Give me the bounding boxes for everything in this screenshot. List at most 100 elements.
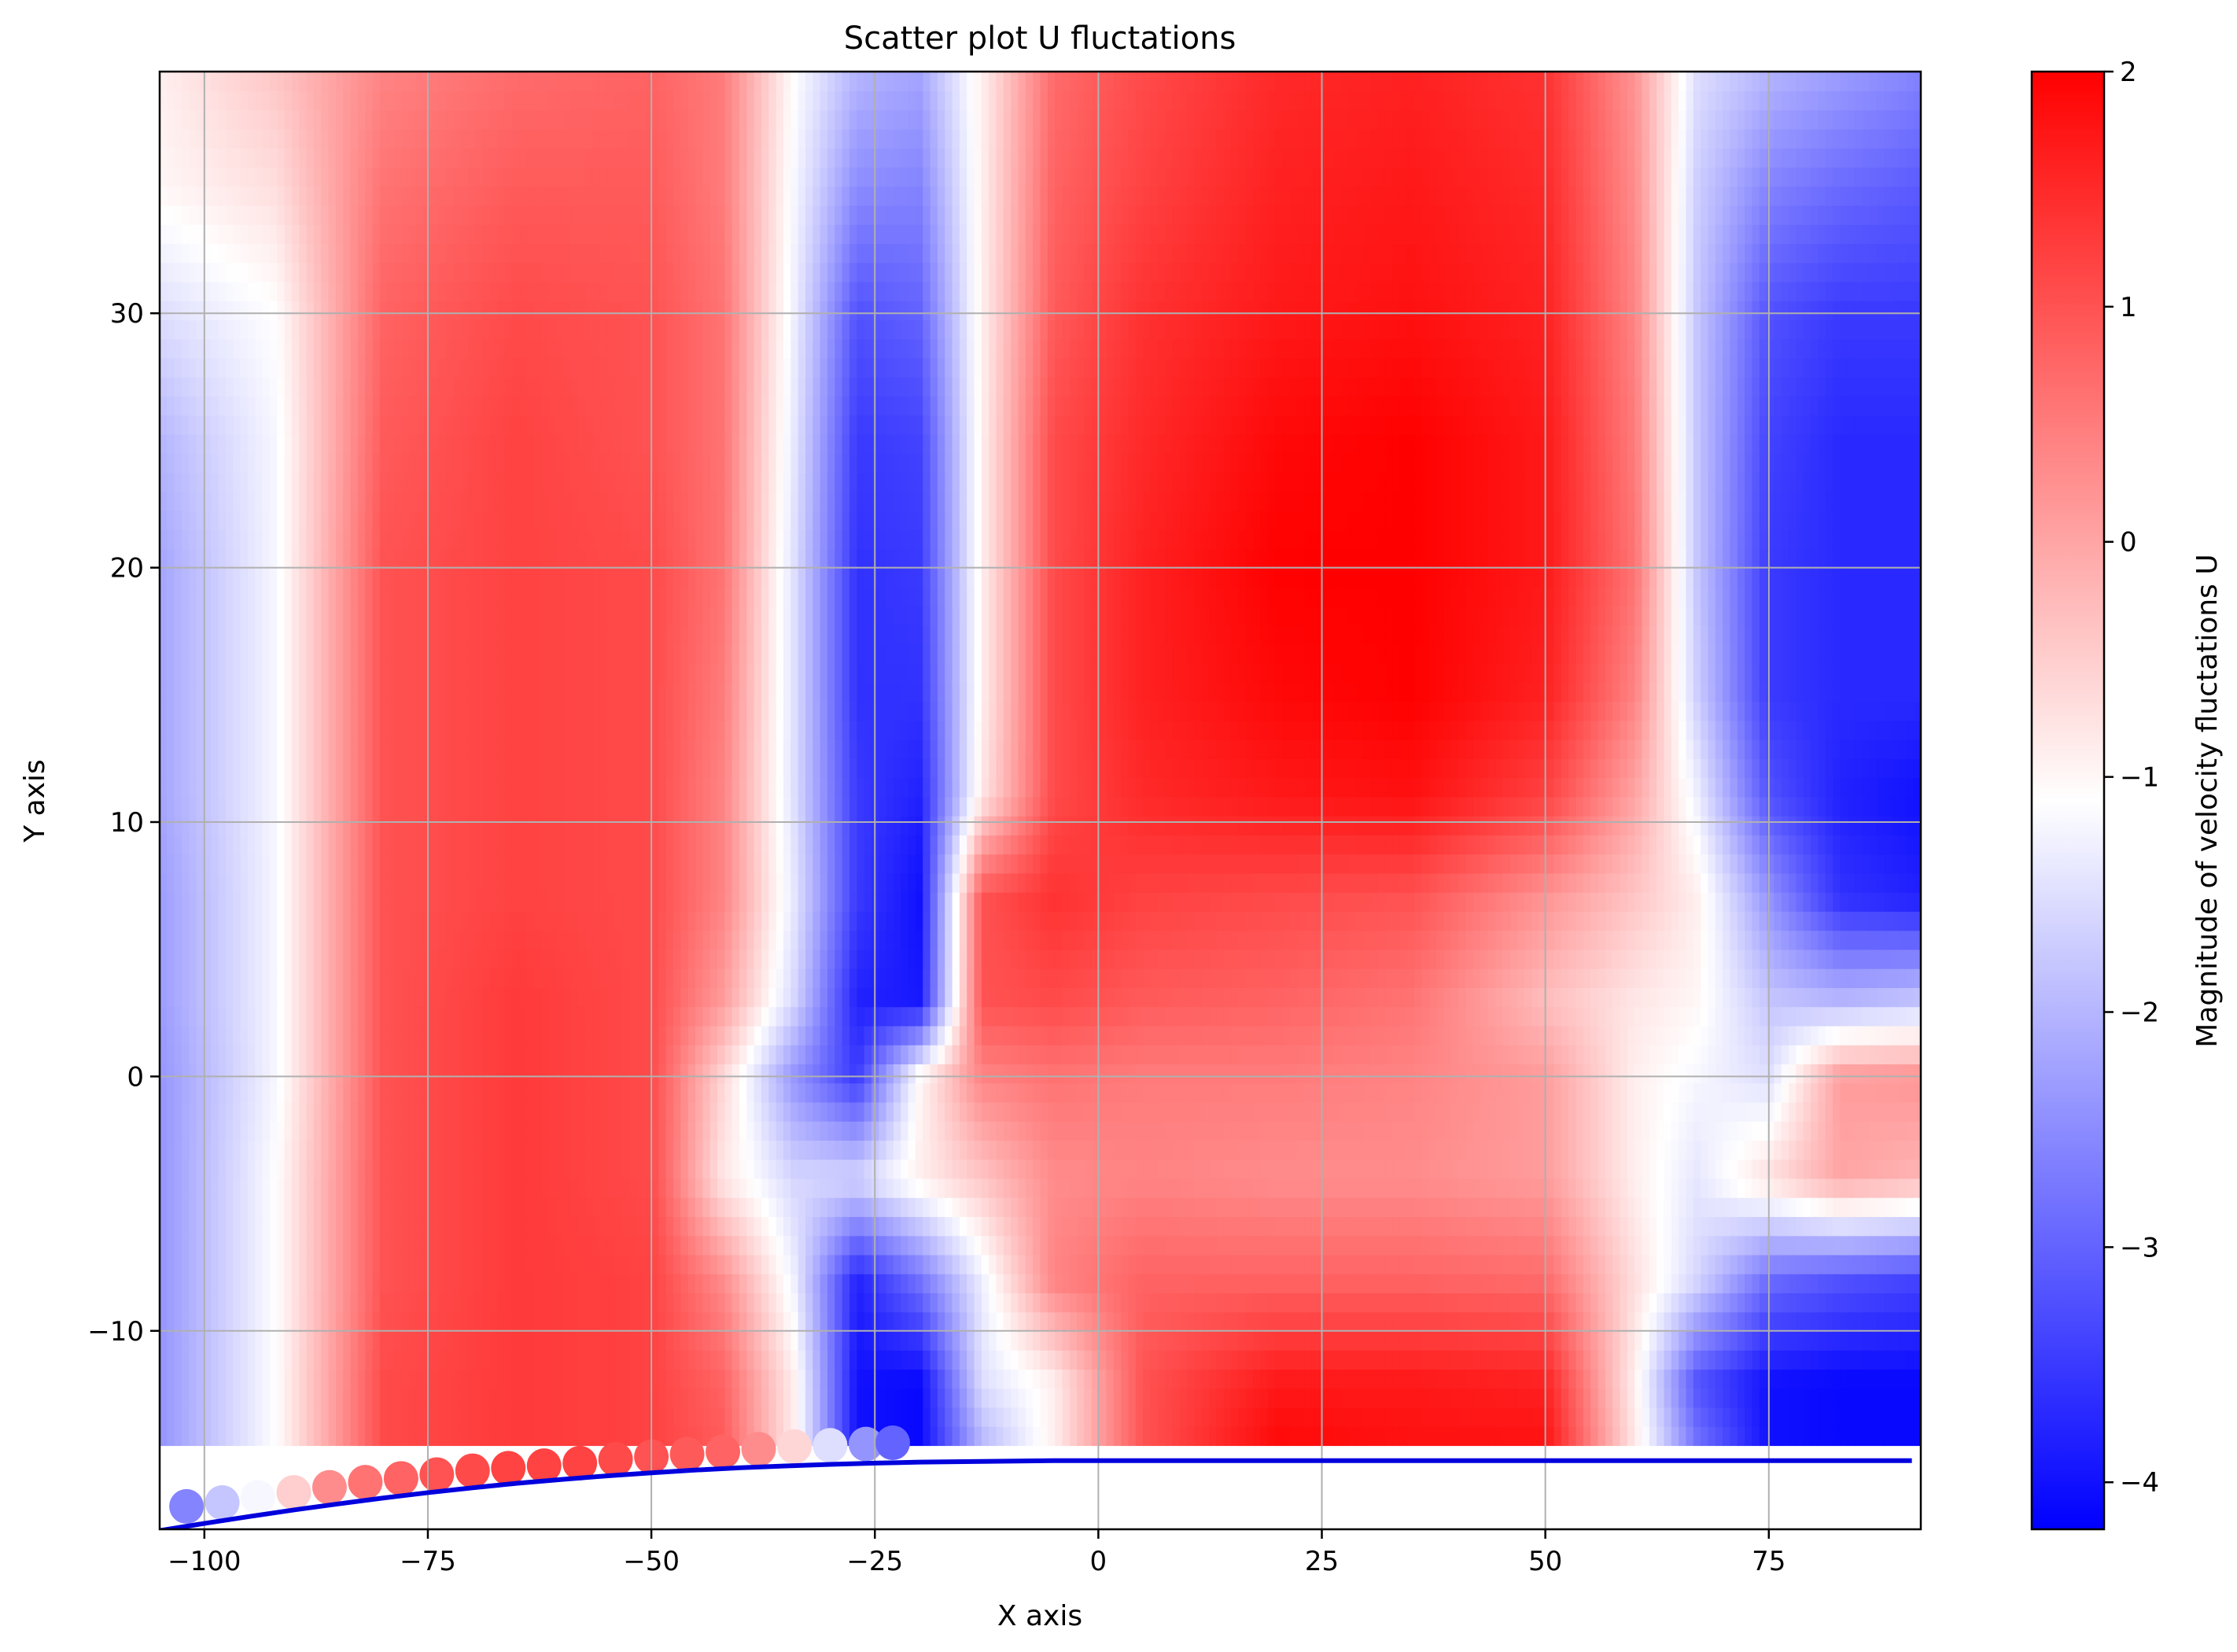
heatmap-cell <box>167 1407 175 1427</box>
heatmap-cell <box>1759 1197 1767 1218</box>
heatmap-cell <box>981 1216 990 1237</box>
heatmap-cell <box>1884 1178 1892 1198</box>
heatmap-cell <box>1487 1274 1496 1294</box>
heatmap-cell <box>570 1120 579 1141</box>
heatmap-cell <box>1253 1120 1262 1141</box>
heatmap-cell <box>453 1082 462 1103</box>
heatmap-cell <box>1421 1311 1430 1332</box>
heatmap-cell <box>1575 1044 1584 1064</box>
heatmap-cell <box>1862 1407 1870 1427</box>
heatmap-cell <box>218 1101 227 1122</box>
heatmap-cell <box>372 1044 381 1064</box>
heatmap-cell <box>967 1082 975 1103</box>
heatmap-cell <box>203 1044 212 1064</box>
heatmap-cell <box>1465 1350 1474 1370</box>
heatmap-cell <box>482 1388 491 1408</box>
heatmap-cell <box>680 1254 689 1274</box>
heatmap-cell <box>1708 1330 1716 1351</box>
heatmap-cell <box>1450 1254 1460 1274</box>
heatmap-cell <box>1003 1140 1012 1160</box>
heatmap-cell <box>680 1330 689 1351</box>
heatmap-cell <box>1458 1292 1467 1313</box>
heatmap-cell <box>1121 1197 1130 1218</box>
heatmap-cell <box>1487 1101 1496 1122</box>
heatmap-cell <box>1406 1235 1416 1256</box>
heatmap-cell <box>1209 1101 1218 1122</box>
heatmap-cell <box>1568 1330 1577 1351</box>
heatmap-cell <box>1370 1350 1379 1370</box>
heatmap-cell <box>1767 1120 1775 1141</box>
heatmap-cell <box>1011 1235 1019 1256</box>
heatmap-cell <box>820 1311 828 1332</box>
heatmap-cell <box>1869 1426 1878 1447</box>
heatmap-cell <box>908 1082 916 1103</box>
heatmap-cell <box>1341 1274 1350 1294</box>
heatmap-cell <box>570 1178 579 1198</box>
heatmap-cell <box>1267 1101 1276 1122</box>
heatmap-cell <box>321 1311 330 1332</box>
heatmap-cell <box>1179 1426 1188 1447</box>
heatmap-cell <box>1767 1197 1775 1218</box>
heatmap-cell <box>1524 1292 1533 1313</box>
heatmap-cell <box>1884 1197 1892 1218</box>
heatmap-cell <box>1737 1311 1745 1332</box>
heatmap-cell <box>1128 1369 1137 1389</box>
heatmap-cell <box>901 1274 909 1294</box>
heatmap-cell <box>1825 1426 1833 1447</box>
heatmap-cell <box>416 1426 425 1447</box>
heatmap-cell <box>160 1330 168 1351</box>
heatmap-cell <box>365 1235 374 1256</box>
heatmap-cell <box>1546 1064 1555 1084</box>
heatmap-cell <box>475 1330 484 1351</box>
heatmap-cell <box>805 1330 814 1351</box>
heatmap-cell <box>1568 1064 1577 1084</box>
heatmap-cell <box>409 1178 418 1198</box>
heatmap-cell <box>1862 1426 1870 1447</box>
heatmap-cell <box>813 1064 821 1084</box>
heatmap-cell <box>1774 1197 1782 1218</box>
heatmap-cell <box>1414 1082 1423 1103</box>
heatmap-cell <box>526 1254 535 1274</box>
heatmap-cell <box>519 1369 528 1389</box>
heatmap-cell <box>1348 1101 1357 1122</box>
heatmap-cell <box>658 1254 667 1274</box>
heatmap-cell <box>636 1330 645 1351</box>
heatmap-cell <box>218 1274 227 1294</box>
heatmap-cell <box>687 1426 696 1447</box>
heatmap-cell <box>306 1216 315 1237</box>
heatmap-cell <box>460 1120 469 1141</box>
heatmap-cell <box>937 1159 946 1179</box>
heatmap-cell <box>1906 1254 1915 1274</box>
heatmap-cell <box>923 1407 931 1427</box>
heatmap-cell <box>1701 1254 1709 1274</box>
heatmap-cell <box>746 1330 755 1351</box>
heatmap-cell <box>1480 1120 1489 1141</box>
heatmap-cell <box>893 1330 902 1351</box>
heatmap-cell <box>1701 1407 1709 1427</box>
heatmap-cell <box>262 1388 271 1408</box>
heatmap-cell <box>1253 1044 1262 1064</box>
heatmap-cell <box>1406 1120 1416 1141</box>
heatmap-cell <box>621 1216 630 1237</box>
heatmap-cell <box>1612 1330 1621 1351</box>
heatmap-cell <box>160 1082 168 1103</box>
heatmap-cell <box>1502 1292 1511 1313</box>
heatmap-cell <box>621 1254 630 1274</box>
heatmap-cell <box>277 1274 286 1294</box>
heatmap-cell <box>350 1292 359 1313</box>
heatmap-cell <box>1443 1064 1452 1084</box>
heatmap-cell <box>1260 1388 1269 1408</box>
heatmap-cell <box>1657 1178 1665 1198</box>
heatmap-cell <box>643 1274 652 1294</box>
heatmap-cell <box>1216 1082 1225 1103</box>
heatmap-cell <box>886 1350 894 1370</box>
heatmap-cell <box>1789 1140 1797 1160</box>
heatmap-cell <box>482 1369 491 1389</box>
heatmap-cell <box>857 1388 865 1408</box>
heatmap-cell <box>1194 1426 1203 1447</box>
heatmap-cell <box>1275 1274 1284 1294</box>
heatmap-cell <box>1084 1178 1093 1198</box>
heatmap-cell <box>717 1064 726 1084</box>
heatmap-cell <box>1730 1178 1738 1198</box>
heatmap-cell <box>614 1292 623 1313</box>
